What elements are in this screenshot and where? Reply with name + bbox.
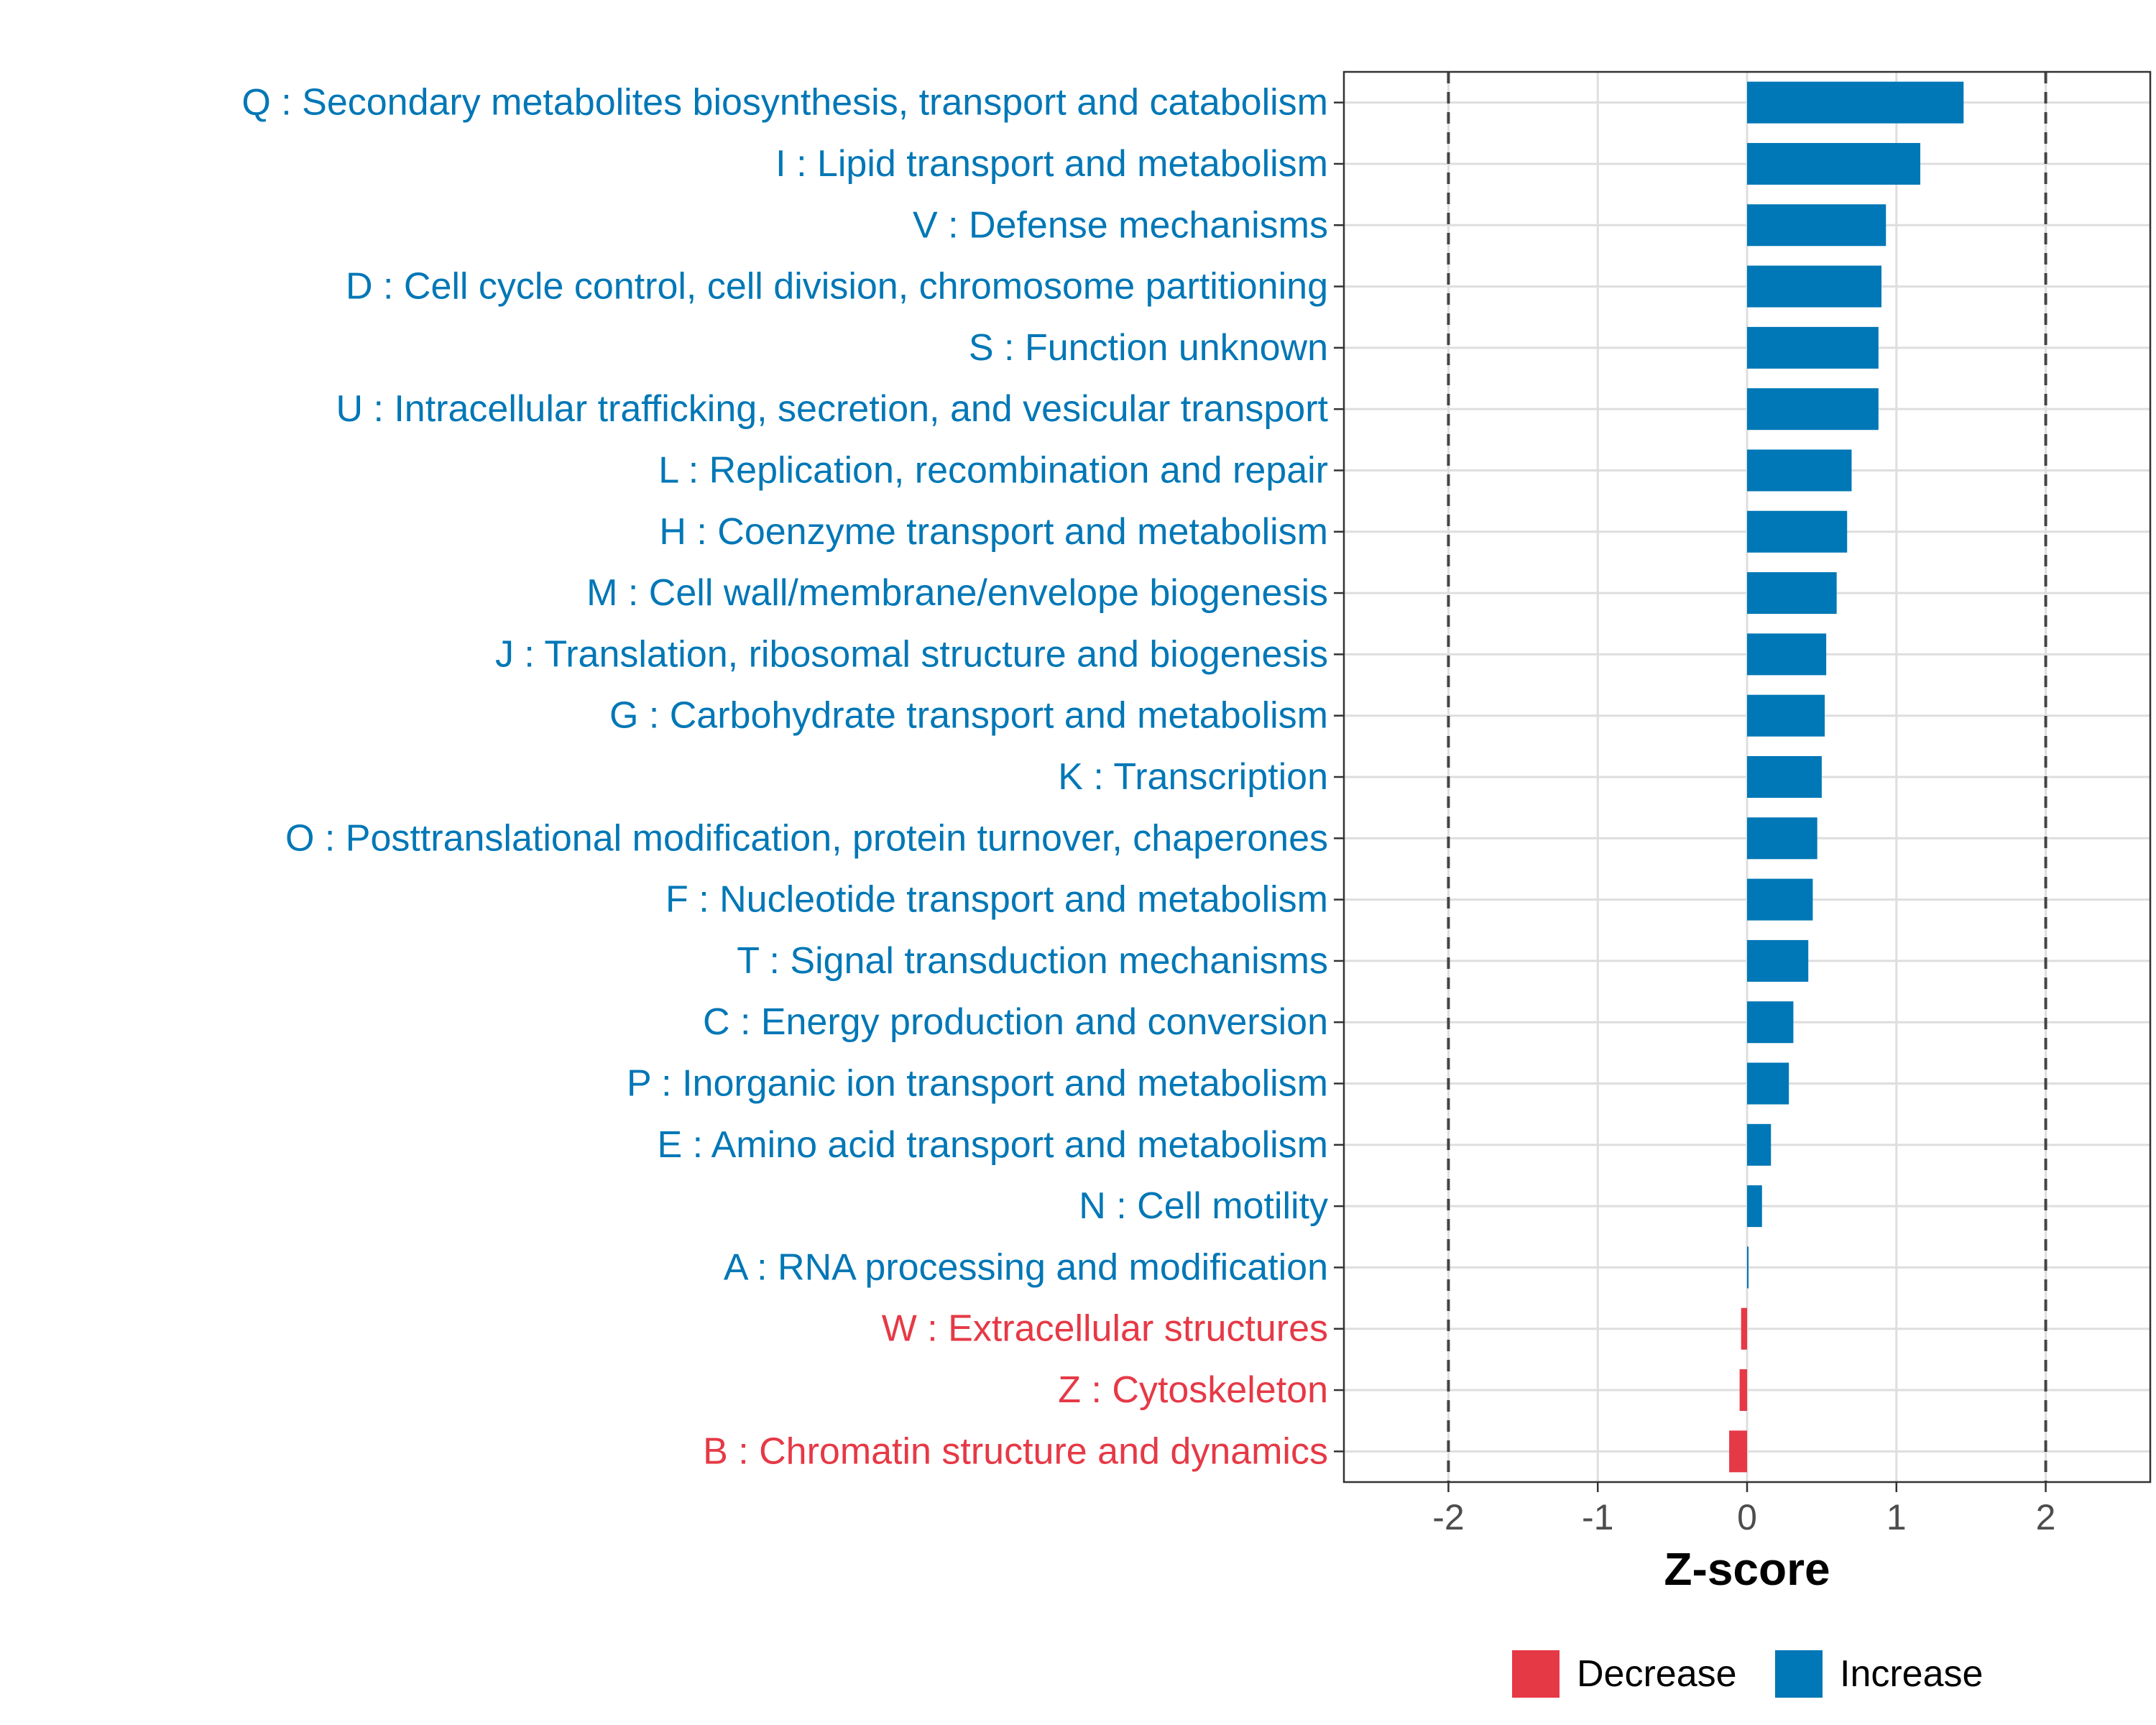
y-tick-label: U : Intracellular trafficking, secretion…	[336, 388, 1328, 430]
y-tick-label: W : Extracellular structures	[882, 1308, 1328, 1350]
x-tick-label: 0	[1737, 1497, 1757, 1537]
bar	[1747, 1246, 1749, 1289]
y-tick-label: J : Translation, ribosomal structure and…	[495, 633, 1328, 675]
y-axis-labels: Q : Secondary metabolites biosynthesis, …	[241, 82, 1328, 1473]
y-tick-label: C : Energy production and conversion	[703, 1001, 1328, 1043]
bar	[1747, 388, 1879, 431]
bar	[1747, 572, 1837, 615]
bar	[1747, 449, 1852, 492]
bar	[1747, 265, 1881, 308]
x-tick-label: 2	[2036, 1497, 2056, 1537]
y-tick-label: L : Replication, recombination and repai…	[658, 449, 1328, 491]
bar	[1747, 81, 1964, 124]
y-tick-label: A : RNA processing and modification	[724, 1246, 1328, 1288]
bar	[1747, 142, 1921, 185]
bar	[1747, 817, 1818, 860]
bar	[1747, 326, 1879, 369]
bar	[1747, 1185, 1762, 1228]
bar	[1747, 1062, 1789, 1105]
bar	[1747, 633, 1827, 676]
y-axis-ticks	[1334, 101, 1344, 1453]
x-tick-label: -2	[1432, 1497, 1464, 1537]
y-tick-label: T : Signal transduction mechanisms	[737, 940, 1328, 982]
y-tick-label: N : Cell motility	[1079, 1185, 1328, 1227]
bar	[1747, 204, 1886, 247]
y-tick-label: V : Defense mechanisms	[913, 204, 1328, 246]
y-tick-label: O : Posttranslational modification, prot…	[285, 817, 1328, 859]
x-axis-labels: -2 -1 0 1 2	[1432, 1497, 2055, 1537]
y-tick-label: M : Cell wall/membrane/envelope biogenes…	[586, 572, 1328, 614]
bar	[1739, 1369, 1747, 1412]
y-tick-label: S : Function unknown	[969, 327, 1328, 369]
bar	[1747, 510, 1848, 553]
bar	[1747, 755, 1822, 799]
y-tick-label: D : Cell cycle control, cell division, c…	[346, 266, 1328, 308]
y-tick-label: Z : Cytoskeleton	[1058, 1369, 1328, 1411]
legend-label-increase: Increase	[1840, 1653, 1983, 1695]
y-tick-label: H : Coenzyme transport and metabolism	[659, 511, 1328, 553]
bar	[1747, 1123, 1772, 1166]
y-tick-label: E : Amino acid transport and metabolism	[657, 1124, 1328, 1166]
reference-lines	[1447, 72, 2047, 1482]
bar	[1729, 1430, 1747, 1473]
bar	[1741, 1307, 1747, 1350]
x-axis-ticks	[1447, 1482, 2047, 1492]
legend-label-decrease: Decrease	[1577, 1653, 1737, 1695]
legend: Decrease Increase	[1512, 1650, 1983, 1698]
y-tick-label: B : Chromatin structure and dynamics	[703, 1430, 1328, 1472]
y-tick-label: Q : Secondary metabolites biosynthesis, …	[241, 82, 1328, 124]
bar	[1747, 694, 1825, 737]
y-tick-label: G : Carbohydrate transport and metabolis…	[609, 695, 1328, 737]
y-tick-label: F : Nucleotide transport and metabolism	[665, 879, 1328, 921]
bar	[1747, 1001, 1794, 1044]
x-axis-title: Z-score	[1664, 1543, 1830, 1595]
x-tick-label: 1	[1886, 1497, 1907, 1537]
y-tick-label: K : Transcription	[1058, 756, 1328, 798]
x-tick-label: -1	[1582, 1497, 1613, 1537]
y-tick-label: I : Lipid transport and metabolism	[775, 143, 1328, 185]
y-tick-label: P : Inorganic ion transport and metaboli…	[627, 1063, 1328, 1105]
legend-key-increase	[1775, 1650, 1823, 1698]
legend-key-decrease	[1512, 1650, 1560, 1698]
bar	[1747, 939, 1809, 982]
bar	[1747, 878, 1813, 921]
bars	[1729, 81, 1964, 1473]
